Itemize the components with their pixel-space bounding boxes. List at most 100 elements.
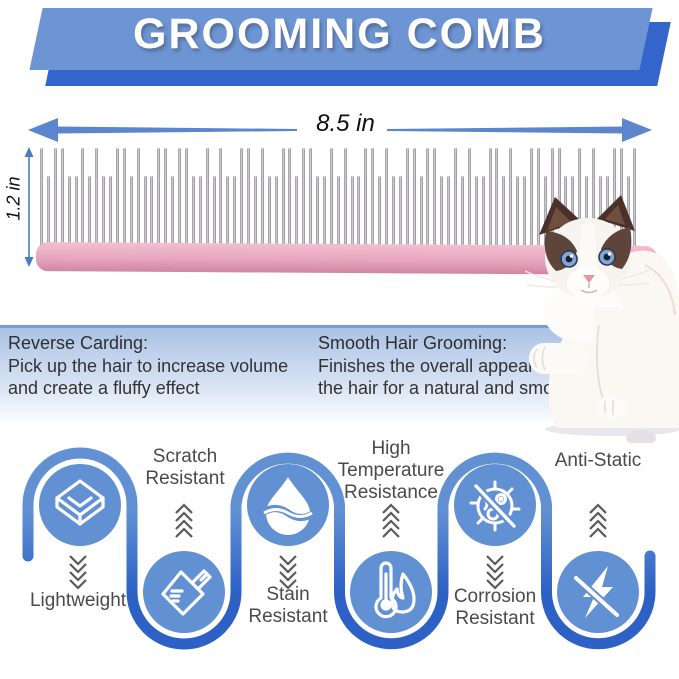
comb-pin [474,176,478,252]
feature-label-lightweight: Lightweight [29,590,127,611]
comb-pin [288,148,292,252]
comb-pin [109,176,112,252]
reverse-carding-text: Reverse Carding: Pick up the hair to inc… [8,332,288,400]
comb-pin [53,148,57,252]
comb-pin [447,176,451,252]
comb-pin [157,148,161,252]
comb-pin [46,176,50,252]
comb-pin [260,148,264,252]
smooth-grooming-line1: Finishes the overall appearance of [318,355,594,376]
width-dimension-label: 8.5 in [316,110,375,137]
comb-pin [557,148,561,252]
comb-pin [102,176,106,252]
comb-pin [233,176,237,252]
cube-layers-icon [55,479,105,526]
comb-pin [253,176,257,252]
comb-pin [281,148,285,252]
comb-pin [502,176,506,252]
chevron-down-icon [68,554,88,590]
ragdoll-cat-photo [525,195,679,443]
comb-pin [529,148,533,252]
comb-pin [343,148,347,252]
feature-label-anti-static: Anti-Static [554,450,642,471]
comb-pin [60,148,64,252]
comb-pin [460,176,464,252]
comb-pin [336,176,340,252]
comb-pin [129,176,133,252]
smooth-grooming-text: Smooth Hair Grooming: Finishes the overa… [318,332,593,400]
comb-pin [488,148,492,252]
comb-pin [467,148,471,252]
comb-pin [371,148,375,252]
comb-pin [412,148,416,252]
comb-pin [95,148,99,252]
comb-pin [150,176,154,252]
water-drop-icon [260,477,316,535]
scratch-resistant-circle [143,551,225,633]
comb-pin [419,176,423,252]
comb-pin [329,148,333,252]
comb-pin [143,176,147,252]
comb-pin [295,176,299,252]
comb-pin [454,148,457,252]
reverse-carding-title: Reverse Carding: [8,333,149,353]
comb-pin [122,148,126,252]
comb-pin [598,176,602,252]
comb-pin [612,148,616,252]
comb-pin [88,176,92,252]
no-lightning-icon [572,566,621,619]
comb-pin [550,148,554,252]
page-title: GROOMING COMB [133,10,546,58]
comb-pin [378,176,382,252]
height-dimension-arrow [24,147,34,267]
comb-pin [433,148,437,252]
serpentine-path [22,447,656,650]
chevron-up-icon [381,503,401,539]
comb-pin [74,176,78,252]
chevron-up-icon [588,503,608,539]
comb-pin [592,148,595,252]
comb-pin [184,148,188,252]
chevron-up-icon [174,503,194,539]
comb-pin [509,148,513,252]
comb-pin [212,176,216,252]
comb-pin [495,148,499,252]
comb-pin [247,148,250,252]
reverse-carding-line1: Pick up the hair to increase volume [8,355,289,376]
comb-pin [267,176,271,252]
smooth-grooming-line2: the hair for a natural and smooth [318,378,579,398]
no-germ-icon [469,480,521,532]
comb-pin [171,176,175,252]
comb-pin [219,148,223,252]
comb-pin [481,176,485,252]
plate-pen-icon [161,569,212,616]
comb-pin [426,148,430,252]
comb-pin [543,176,547,252]
comb-pin [585,176,589,252]
feature-label-corrosion-resistant: Corrosion Resistant [453,586,537,629]
comb-pin [274,176,278,252]
comb-pin [67,176,71,252]
reverse-carding-line2: and create a fluffy effect [8,378,200,398]
comb-pin [357,176,361,252]
comb-pin [81,148,85,252]
comb-pin [516,176,520,252]
comb-pin [302,148,306,252]
comb-pin [385,148,388,252]
comb-pin [578,148,582,252]
feature-label-scratch-resistant: Scratch Resistant [145,446,225,489]
comb-pin [178,148,181,252]
comb-pin [536,148,540,252]
smooth-grooming-title: Smooth Hair Grooming: [318,333,508,353]
comb-pin [523,176,526,252]
feature-label-stain-resistant: Stain Resistant [248,584,328,627]
comb-pin [633,148,637,252]
comb-pin [398,176,402,252]
comb-pin [391,176,395,252]
comb-pin [240,148,244,252]
comb-pin [364,148,368,252]
thermometer-flame-icon [374,561,416,619]
comb-pin [440,176,444,252]
chevron-down-icon [485,554,505,590]
